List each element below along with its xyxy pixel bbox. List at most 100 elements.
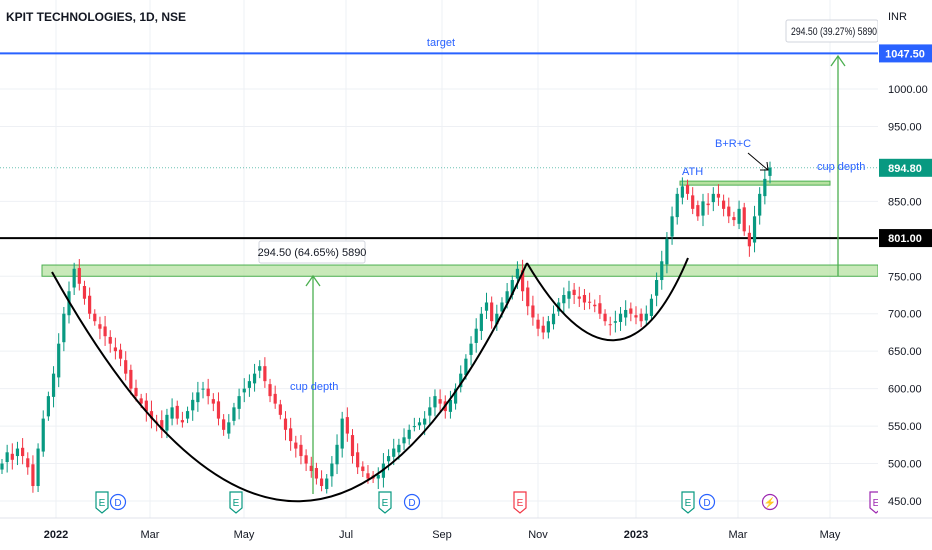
candle-body — [402, 437, 406, 444]
candle-body — [237, 396, 241, 409]
event-marker-8: ⚡ — [761, 493, 779, 511]
candle-body — [98, 324, 102, 329]
ath-zone — [679, 180, 831, 186]
candle-body — [5, 452, 9, 463]
time-tick-label: Sep — [432, 529, 452, 541]
candle-body — [551, 313, 556, 325]
candle-body — [211, 399, 215, 404]
candle-body — [160, 420, 164, 430]
candle-body — [93, 313, 97, 322]
time-tick-label: Jul — [339, 529, 353, 541]
candle-body — [732, 217, 736, 221]
candle-body — [46, 396, 50, 417]
candle-body — [500, 302, 504, 312]
candle-body — [412, 426, 416, 428]
candle-body — [727, 206, 731, 217]
split-icon — [761, 493, 779, 511]
candle-body — [216, 401, 221, 419]
candle-body — [314, 468, 319, 479]
candle-body — [742, 207, 746, 232]
dividend-icon — [109, 493, 127, 511]
candle-body — [680, 186, 684, 198]
price-tag — [879, 158, 932, 177]
candle-body — [191, 399, 195, 411]
candle-body — [763, 178, 767, 197]
event-markers: E D E E D E E D ⚡ E — [95, 491, 883, 514]
candle-body — [350, 435, 355, 457]
candle-body — [113, 347, 117, 352]
time-tick-label: 2023 — [624, 529, 648, 541]
time-tick-label: May — [234, 529, 255, 541]
price-axis-background — [878, 0, 932, 550]
candle-body — [629, 308, 633, 314]
price-tag-label: 1047.50 — [885, 48, 925, 60]
candle-body — [484, 302, 489, 311]
brc-label: B+R+C — [715, 138, 751, 150]
dividend-icon — [698, 493, 716, 511]
event-label: ⚡ — [764, 496, 776, 509]
candle-body — [706, 203, 710, 206]
candle-body — [10, 453, 14, 460]
candle-body — [386, 456, 391, 462]
currency-label: INR — [888, 11, 907, 23]
candle-body — [144, 400, 148, 412]
candle-body — [51, 373, 56, 397]
earnings-icon — [95, 491, 109, 514]
candle-body — [273, 393, 277, 404]
candle-body — [335, 444, 339, 465]
cup-pattern-curves — [51, 257, 689, 503]
candle-body — [165, 414, 169, 431]
measure-box-left — [258, 240, 366, 264]
candle-body — [474, 328, 478, 343]
chart-title: KPIT TECHNOLOGIES, 1D, NSE — [6, 10, 186, 24]
event-marker-2: E — [229, 491, 243, 514]
event-marker-7: D — [698, 493, 716, 511]
price-tick-label: 550.00 — [888, 421, 922, 433]
price-tag — [879, 44, 932, 63]
price-tick-label: 700.00 — [888, 309, 922, 321]
candle-body — [520, 270, 525, 292]
price-tick-label: 950.00 — [888, 121, 922, 133]
candle-body — [309, 465, 313, 472]
earnings-icon — [229, 491, 243, 514]
candle-body — [618, 313, 623, 322]
support-zone — [41, 264, 879, 277]
event-marker-1: D — [109, 493, 127, 511]
candle-body — [299, 444, 303, 457]
candle-body — [196, 392, 200, 403]
candle-body — [722, 200, 726, 209]
candle-body — [675, 193, 679, 218]
candle-body — [330, 463, 334, 477]
candle-body — [82, 286, 87, 299]
candle-body — [417, 422, 422, 426]
candle-body — [294, 442, 298, 449]
candle-body — [263, 366, 267, 382]
candle-body — [479, 313, 483, 331]
candle-body — [340, 418, 344, 449]
candle-body — [438, 399, 442, 404]
candle-body — [737, 208, 741, 224]
candle-body — [407, 429, 411, 439]
price-tag-label: 894.80 — [888, 163, 922, 175]
candle-body — [201, 388, 205, 390]
candle-body — [392, 448, 396, 457]
earnings-icon — [378, 491, 392, 514]
candle-body — [598, 303, 602, 314]
price-tag-label: 801.00 — [888, 233, 922, 245]
price-tick-label: 750.00 — [888, 271, 922, 283]
candle-body — [428, 407, 432, 416]
candle-body — [72, 268, 76, 288]
price-axis[interactable]: 1000.00 950.00 850.00 750.00 700.00 650.00 600… — [878, 0, 932, 550]
price-tick-label: 500.00 — [888, 459, 922, 471]
candle-body — [376, 474, 380, 479]
candle-body — [139, 398, 143, 404]
candle-body — [366, 473, 370, 479]
time-axis[interactable]: 2022 Mar May Jul Sep Nov 2023 Mar May — [0, 517, 932, 541]
candle-body — [459, 373, 463, 388]
price-tick-label: 650.00 — [888, 346, 922, 358]
event-label: D — [703, 498, 710, 509]
candle-body — [268, 384, 272, 397]
candle-body — [433, 396, 437, 408]
candle-body — [21, 447, 25, 457]
